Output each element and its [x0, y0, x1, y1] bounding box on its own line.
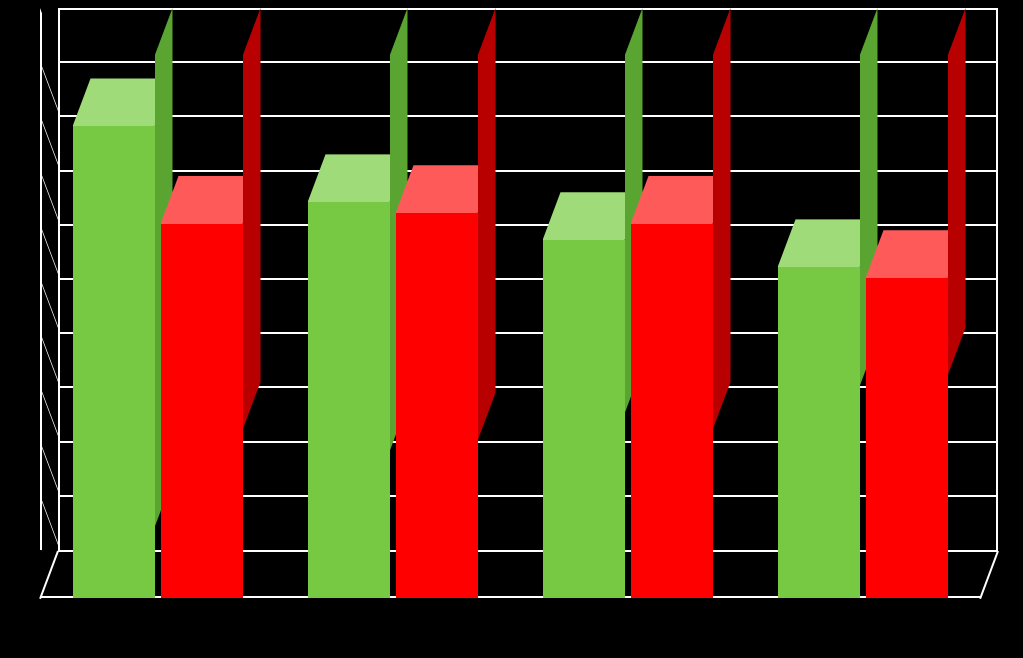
bar-side: [948, 8, 966, 376]
bar: [308, 202, 390, 598]
gridline: [60, 115, 996, 117]
gridline: [60, 170, 996, 172]
bar: [866, 278, 948, 598]
bar: [543, 240, 625, 598]
bar: [631, 224, 713, 598]
bar: [778, 267, 860, 598]
gridline: [60, 61, 996, 63]
plot-area: [40, 8, 998, 598]
bar: [73, 126, 155, 598]
bar: [161, 224, 243, 598]
bar-side: [478, 8, 496, 441]
bar-chart: [0, 0, 1023, 658]
left-wall: [40, 8, 58, 598]
bar: [396, 213, 478, 598]
bar-side: [243, 8, 261, 430]
bar-side: [713, 8, 731, 430]
